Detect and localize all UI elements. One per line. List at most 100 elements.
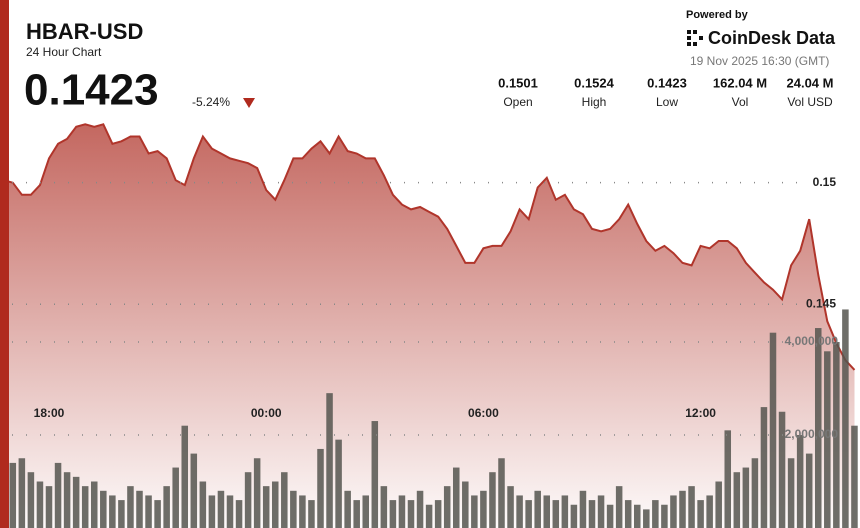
volume-bar	[163, 486, 170, 528]
volume-bar	[543, 495, 551, 528]
volume-bar	[462, 481, 469, 528]
volume-bar	[525, 500, 532, 528]
y-tick-label: 0.145	[806, 296, 836, 310]
volume-bar	[371, 421, 379, 528]
volume-bar	[36, 481, 44, 528]
volume-bar	[697, 500, 704, 528]
volume-bar	[434, 500, 442, 528]
volume-bar	[27, 472, 35, 528]
volume-bar	[109, 495, 116, 528]
volume-bar	[507, 486, 514, 528]
change: -5.24%	[192, 95, 230, 109]
volume-bar	[100, 490, 107, 528]
stat-label: Low	[656, 95, 678, 109]
volume-bar	[262, 486, 270, 528]
stat-value: 0.1423	[647, 75, 687, 90]
volume-bar	[652, 500, 659, 528]
volume-bar	[416, 490, 424, 528]
volume-bar	[597, 495, 605, 528]
stat-label: Vol	[732, 95, 749, 109]
brand: CoinDesk Data	[708, 28, 836, 48]
volume-bar	[498, 458, 505, 528]
timestamp: 19 Nov 2025 16:30 (GMT)	[690, 54, 829, 68]
volume-bar	[851, 425, 858, 528]
volume-bar	[661, 504, 668, 528]
volume-bar	[326, 393, 333, 528]
volume-bar	[733, 472, 741, 528]
volume-bar	[172, 467, 179, 528]
volume-bar	[45, 486, 53, 528]
y-tick-label: 0.15	[813, 175, 837, 189]
volume-bar	[127, 486, 134, 528]
volume-bar	[706, 495, 713, 528]
price-line	[3, 123, 856, 371]
subtitle: 24 Hour Chart	[26, 45, 102, 59]
x-tick-label: 00:00	[251, 406, 282, 420]
volume-bar	[606, 504, 614, 528]
volume-bar	[199, 481, 207, 528]
volume-bar	[489, 472, 496, 528]
stats: 0.1501 Open 0.1524 High 0.1423 Low 162.04 M Vol…	[498, 75, 833, 109]
x-tick-label: 06:00	[468, 406, 499, 420]
volume-bar	[335, 439, 342, 528]
volume-bar	[18, 458, 26, 528]
volume-bar	[398, 495, 406, 528]
volume-bar	[516, 495, 523, 528]
volume-bar	[615, 486, 623, 528]
volume-bar	[253, 458, 261, 528]
title: HBAR-USD	[26, 19, 143, 44]
volume-bar	[362, 495, 370, 528]
volume-bar	[480, 490, 487, 528]
volume-bar	[407, 500, 415, 528]
volume-bar	[425, 504, 433, 528]
volume-bar	[299, 495, 306, 528]
volume-bar	[561, 495, 569, 528]
volume-bar	[190, 453, 198, 528]
x-tick-label: 12:00	[685, 406, 716, 420]
y2-tick-label: 4,000,000	[785, 334, 839, 348]
volume-bar	[281, 472, 288, 528]
powered-by: Powered by	[686, 9, 749, 21]
volume-bar	[90, 481, 98, 528]
volume-bar	[9, 462, 17, 528]
volume-bar	[181, 425, 189, 528]
volume-bar	[54, 462, 62, 528]
x-tick-label: 18:00	[34, 406, 65, 420]
volume-bar	[769, 332, 777, 528]
volume-bar	[271, 481, 279, 528]
price: 0.1423	[24, 66, 159, 115]
price-area	[3, 124, 855, 528]
volume-bar	[715, 481, 722, 528]
stat-label: Vol USD	[787, 95, 833, 109]
volume-bar	[670, 495, 677, 528]
volume-bar	[787, 458, 795, 528]
stat-value: 0.1524	[574, 75, 615, 90]
volume-bar	[145, 495, 152, 528]
volume-bar	[824, 351, 831, 528]
stat-value: 0.1501	[498, 75, 538, 90]
volume-bar	[688, 486, 695, 528]
volume-bar	[552, 500, 560, 528]
volume-bar	[235, 500, 243, 528]
volume-bar	[443, 486, 451, 528]
volume-bar	[679, 490, 686, 528]
volume-bar	[452, 467, 460, 528]
volume-bar	[118, 500, 125, 528]
y2-tick-label: 2,000,000	[785, 427, 839, 441]
volume-bar	[317, 448, 324, 528]
volume-bar	[226, 495, 234, 528]
volume-bar	[624, 500, 632, 528]
volume-bar	[344, 490, 351, 528]
volume-bar	[633, 504, 641, 528]
volume-bar	[308, 500, 315, 528]
volume-bar	[570, 504, 578, 528]
volume-bar	[778, 411, 786, 528]
volume-bar	[805, 453, 813, 528]
volume-bar	[742, 467, 750, 528]
volume-bar	[72, 476, 80, 528]
stat-value: 162.04 M	[713, 75, 767, 90]
volume-bar	[136, 490, 143, 528]
volume-bar	[643, 509, 650, 528]
